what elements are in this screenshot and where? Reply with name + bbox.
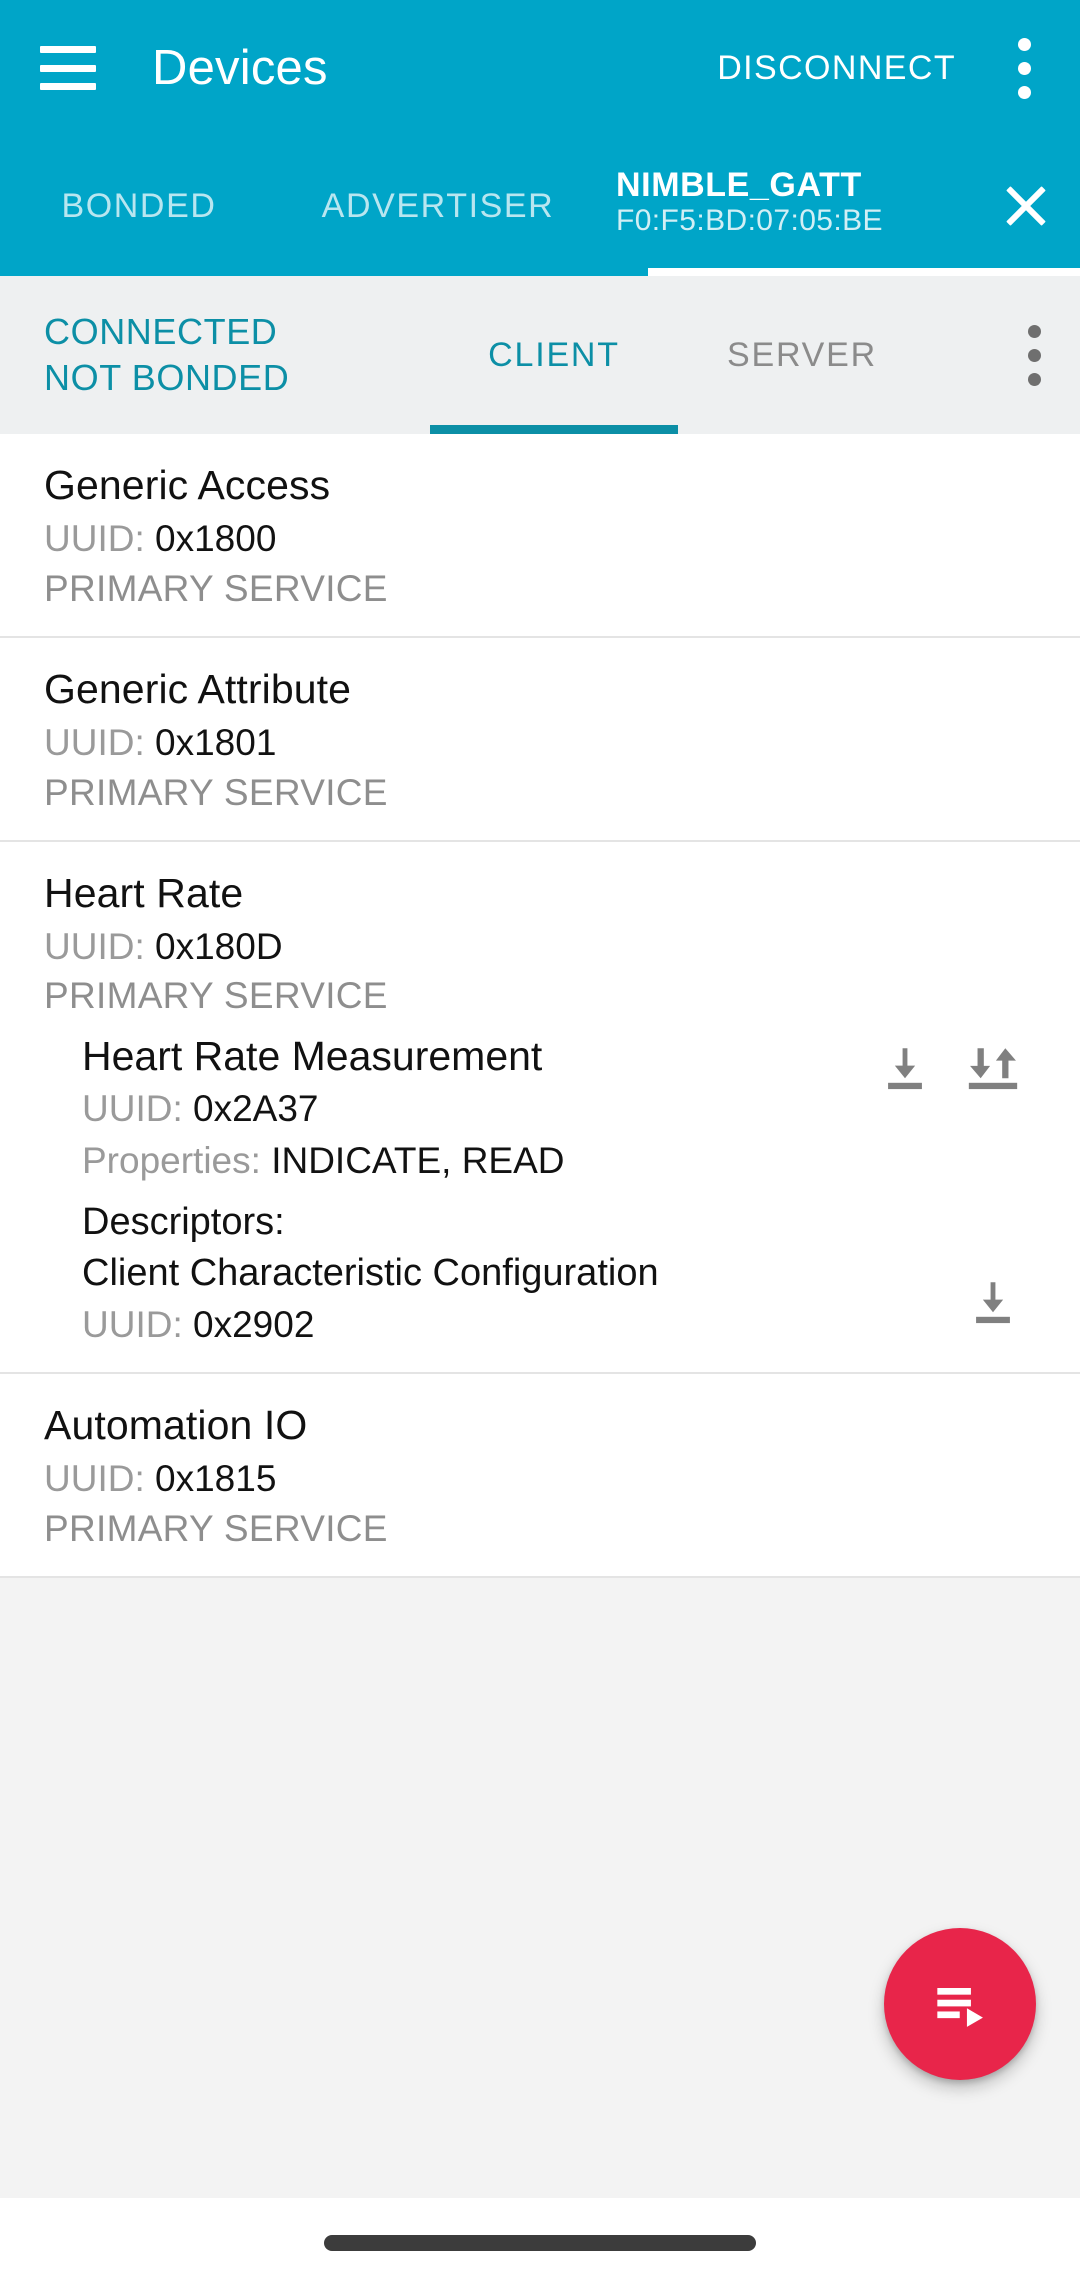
tab-client[interactable]: CLIENT — [430, 276, 678, 434]
uuid-label: UUID: — [44, 925, 145, 967]
uuid-value: 0x2902 — [193, 1303, 315, 1345]
close-icon[interactable] — [978, 158, 1074, 254]
descriptors-heading: Descriptors: — [82, 1201, 285, 1244]
service-uuid-row: UUID: 0x1801 — [44, 720, 1040, 766]
uuid-value: 0x180D — [155, 925, 283, 967]
uuid-label: UUID: — [44, 1458, 145, 1500]
service-uuid-row: UUID: 0x1815 — [44, 1456, 1040, 1502]
uuid-value: 0x1800 — [155, 518, 277, 560]
tab-device-nimble-gatt[interactable]: NIMBLE_GATT F0:F5:BD:07:05:BE — [598, 136, 1080, 276]
tab-bonded[interactable]: BONDED — [61, 186, 217, 225]
service-name: Heart Rate — [44, 869, 244, 916]
app-bar-row: Devices DISCONNECT — [0, 0, 1080, 136]
dot — [1017, 37, 1031, 51]
more-vertical-icon[interactable] — [996, 32, 1052, 104]
service-type: PRIMARY SERVICE — [44, 567, 388, 609]
more-vertical-icon[interactable] — [988, 276, 1080, 434]
uuid-label: UUID: — [82, 1303, 183, 1345]
hamburger-line — [40, 83, 96, 90]
list-item[interactable]: Heart Rate UUID: 0x180D PRIMARY SERVICE … — [0, 841, 1080, 1375]
uuid-value: 0x2A37 — [193, 1088, 319, 1130]
tab-device-texts: NIMBLE_GATT F0:F5:BD:07:05:BE — [616, 166, 978, 247]
active-tab-indicator — [648, 268, 1080, 276]
disconnect-button[interactable]: DISCONNECT — [717, 48, 956, 87]
tab-device-name: NIMBLE_GATT — [616, 165, 862, 204]
properties-value: INDICATE, READ — [271, 1139, 565, 1181]
characteristic-name: Heart Rate Measurement — [82, 1033, 543, 1080]
dot — [1027, 348, 1041, 362]
dot — [1017, 85, 1031, 99]
service-list: Generic Access UUID: 0x1800 PRIMARY SERV… — [0, 434, 1080, 1578]
properties-label: Properties: — [82, 1139, 261, 1181]
characteristic-properties-row: Properties: INDICATE, READ — [82, 1137, 876, 1184]
read-icon[interactable] — [964, 1275, 1022, 1333]
characteristic-texts: Heart Rate Measurement UUID: 0x2A37 Prop… — [82, 1031, 876, 1184]
uuid-value: 0x1815 — [155, 1458, 277, 1500]
descriptor-name: Client Characteristic Configuration — [82, 1252, 659, 1295]
list-item[interactable]: Generic Access UUID: 0x1800 PRIMARY SERV… — [0, 434, 1080, 638]
indicate-icon[interactable] — [964, 1041, 1022, 1099]
read-icon[interactable] — [876, 1041, 934, 1099]
dot — [1017, 61, 1031, 75]
hamburger-menu-icon[interactable] — [40, 46, 96, 90]
list-item[interactable]: Generic Attribute UUID: 0x1801 PRIMARY S… — [0, 637, 1080, 842]
characteristic-uuid-row: UUID: 0x2A37 — [82, 1085, 876, 1132]
descriptor-item[interactable]: Client Characteristic Configuration UUID… — [82, 1249, 1040, 1348]
top-app-bar: Devices DISCONNECT BONDED ADVERTISER NIM… — [0, 0, 1080, 276]
characteristic-row: Heart Rate Measurement UUID: 0x2A37 Prop… — [82, 1031, 1040, 1184]
list-item[interactable]: Automation IO UUID: 0x1815 PRIMARY SERVI… — [0, 1374, 1080, 1578]
tab-device-address: F0:F5:BD:07:05:BE — [616, 203, 883, 237]
spacer — [926, 276, 988, 434]
descriptor-uuid-row: UUID: 0x2902 — [82, 1301, 964, 1348]
dot — [1027, 372, 1041, 386]
log-fab-button[interactable] — [884, 1928, 1036, 2080]
tab-advertiser[interactable]: ADVERTISER — [321, 186, 555, 225]
hamburger-line — [40, 64, 96, 72]
uuid-value: 0x1801 — [155, 721, 277, 763]
gatt-service-list[interactable]: Generic Access UUID: 0x1800 PRIMARY SERV… — [0, 434, 1080, 2198]
service-uuid-row: UUID: 0x1800 — [44, 516, 1040, 562]
descriptor-actions — [964, 1249, 1040, 1333]
uuid-label: UUID: — [44, 518, 145, 560]
uuid-label: UUID: — [44, 721, 145, 763]
connection-status-bar: CONNECTED NOT BONDED CLIENT SERVER — [0, 276, 1080, 434]
characteristic-actions — [876, 1031, 1040, 1099]
characteristic-item[interactable]: Heart Rate Measurement UUID: 0x2A37 Prop… — [44, 1019, 1040, 1348]
playlist-play-icon — [928, 1972, 992, 2036]
page-title: Devices — [152, 41, 328, 95]
bond-state-text: NOT BONDED — [44, 357, 290, 398]
service-type: PRIMARY SERVICE — [44, 975, 388, 1017]
device-tabs: BONDED ADVERTISER NIMBLE_GATT F0:F5:BD:0… — [0, 136, 1080, 276]
hamburger-line — [40, 46, 96, 53]
service-type: PRIMARY SERVICE — [44, 771, 388, 813]
connection-state-text: CONNECTED — [44, 310, 278, 352]
tab-server[interactable]: SERVER — [726, 335, 877, 374]
service-name: Generic Access — [44, 462, 331, 508]
service-name: Generic Attribute — [44, 665, 352, 712]
service-type: PRIMARY SERVICE — [44, 1508, 388, 1550]
empty-area — [0, 1577, 1080, 2198]
gesture-nav-handle[interactable] — [324, 2235, 756, 2251]
service-name: Automation IO — [44, 1402, 308, 1449]
gesture-nav-bar — [0, 2198, 1080, 2288]
service-uuid-row: UUID: 0x180D — [44, 924, 1040, 970]
uuid-label: UUID: — [82, 1088, 183, 1130]
status-badge: CONNECTED NOT BONDED — [0, 276, 430, 434]
client-server-tabs: CLIENT SERVER — [430, 276, 1080, 434]
descriptor-texts: Client Characteristic Configuration UUID… — [82, 1249, 964, 1348]
dot — [1027, 324, 1041, 338]
